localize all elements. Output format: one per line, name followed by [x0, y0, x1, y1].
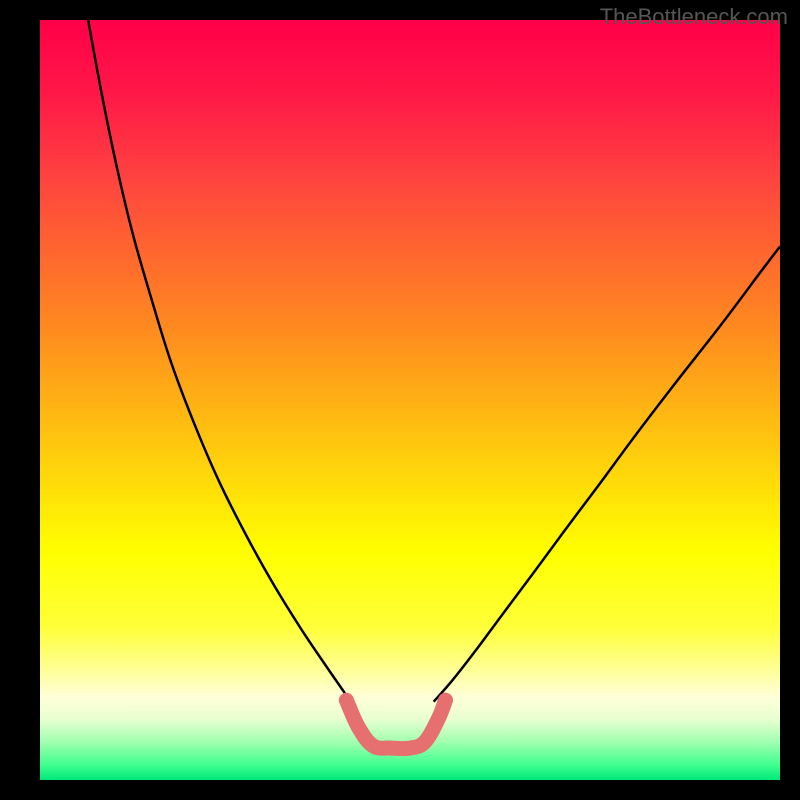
- bottleneck-chart: TheBottleneck.com: [0, 0, 800, 800]
- plot-svg: [0, 0, 800, 800]
- gradient-background: [40, 20, 780, 780]
- watermark-text: TheBottleneck.com: [600, 4, 788, 30]
